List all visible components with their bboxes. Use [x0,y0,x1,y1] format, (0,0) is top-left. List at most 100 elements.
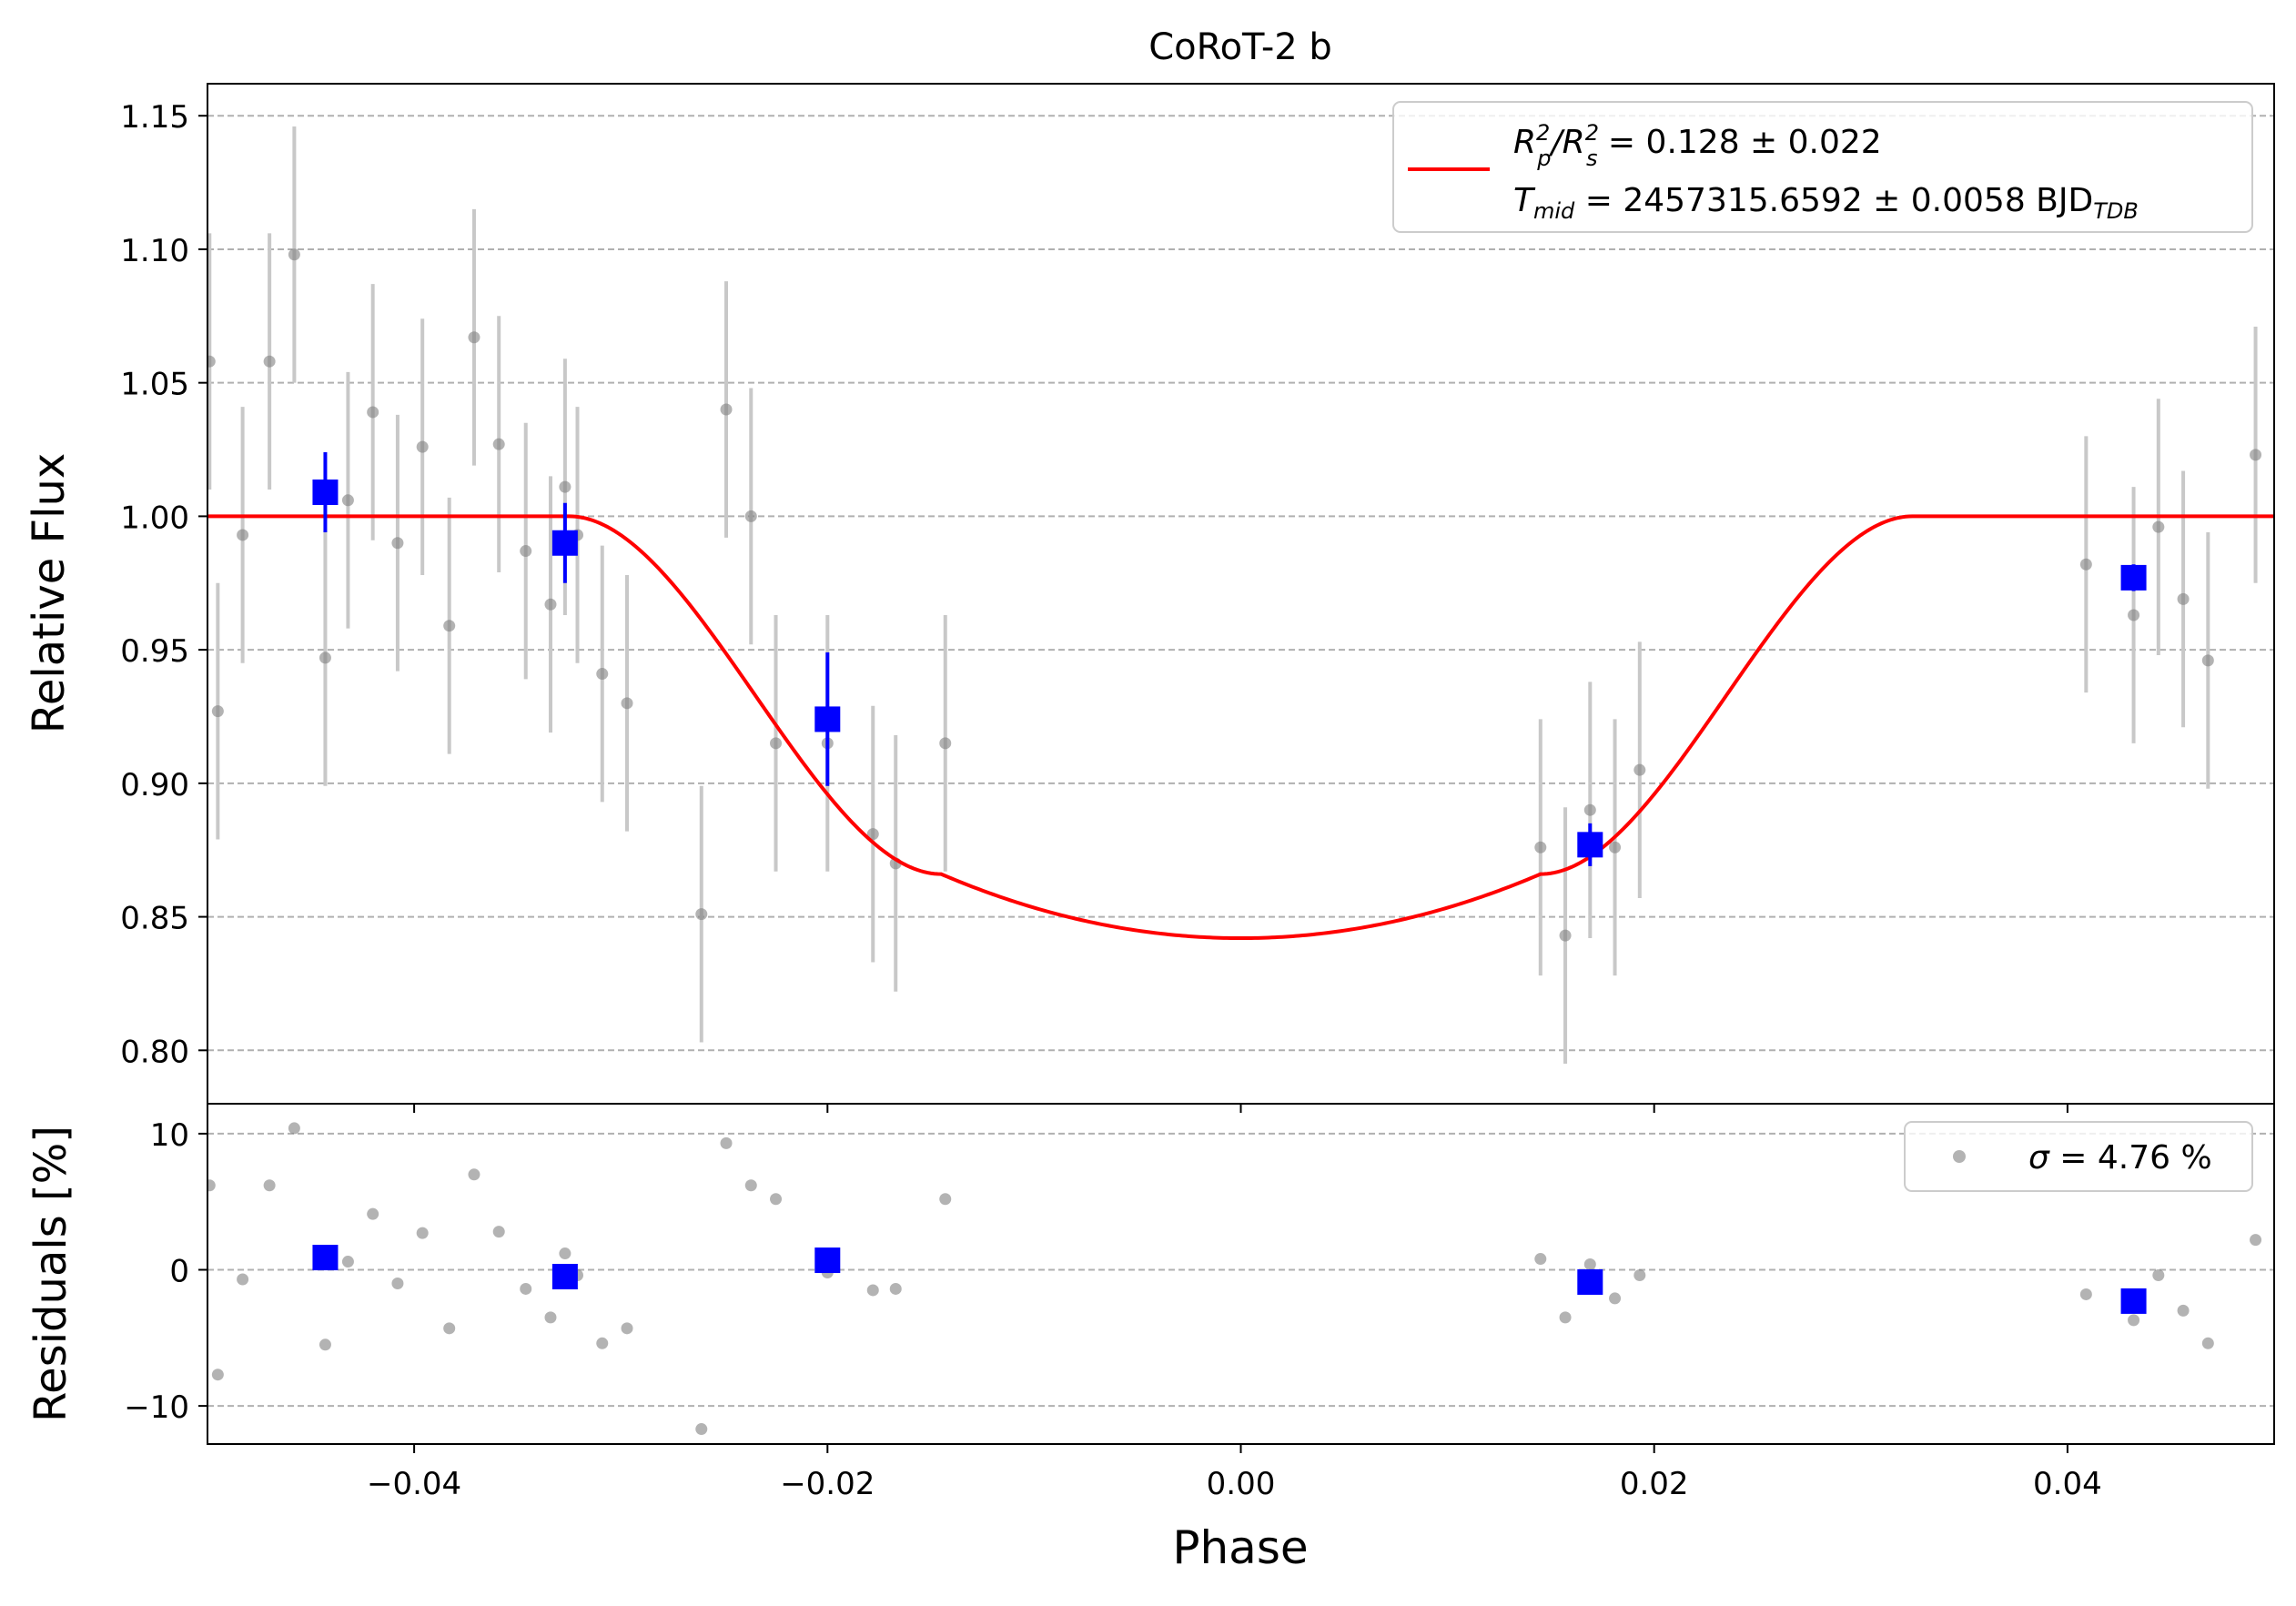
residual-point [1534,1253,1547,1266]
raw-point [492,438,505,450]
residual-point [207,1179,216,1192]
raw-point [1609,841,1622,854]
raw-point [2274,318,2286,330]
lightcurve-raw-errorbars [207,126,2258,1064]
binned-point [1577,832,1603,858]
raw-point [2177,592,2190,605]
lightcurve-frame [207,83,2275,1105]
raw-point [720,403,733,416]
raw-point [2152,520,2165,533]
residual-point [544,1311,557,1324]
raw-point [416,440,429,453]
residual-point [468,1168,480,1181]
raw-point [319,651,331,664]
x-tick-label: 0.04 [2033,1466,2102,1502]
residual-point [1559,1311,1572,1324]
residuals-frame [207,1103,2275,1445]
residual-point [866,1284,879,1297]
x-tick-label: −0.02 [780,1466,875,1502]
residual-point [237,1273,249,1286]
raw-point [866,828,879,841]
raw-point [2201,654,2214,667]
residual-point [720,1136,733,1149]
y-tick-label: 1.10 [120,233,189,269]
binned-residual-point [1577,1268,1603,1295]
legend-rp-rs-label: R2 p/R2 s = 0.128 ± 0.022 [1513,120,1882,171]
raw-point [621,697,633,710]
residual-point [2274,1168,2286,1180]
residual-point [2177,1304,2190,1317]
binned-point [2120,564,2147,591]
chart-title: CoRoT-2 b [1148,26,1332,68]
raw-point [1633,763,1646,776]
raw-point [770,737,783,750]
residuals-raw-points [207,1122,2286,1436]
residual-point [695,1423,708,1436]
x-tick-label: −0.04 [367,1466,461,1502]
lightcurve-raw-points [207,248,2286,942]
lightcurve-legend: R2 p/R2 s = 0.128 ± 0.022 Tmid = 2457315.6… [1392,101,2253,233]
raw-point [237,529,249,541]
residual-point [1633,1268,1646,1281]
legend-tmid-label: Tmid = 2457315.6592 ± 0.0058 BJDTDB [1513,182,2139,224]
residual-point [2128,1314,2140,1327]
raw-point [1559,929,1572,942]
raw-point [263,355,276,368]
raw-point [939,737,952,750]
residual-point [492,1226,505,1238]
lightcurve-binned-points [312,451,2147,866]
residuals-binned-points [312,1245,2147,1314]
y-tick-label: 0 [169,1254,189,1290]
binned-point [312,479,339,505]
residual-point [2079,1288,2092,1300]
raw-point [1534,841,1547,854]
x-axis-label: Phase [1172,1521,1308,1574]
raw-point [520,545,532,558]
binned-point [551,530,578,556]
residual-point [319,1338,331,1351]
raw-point [211,705,224,718]
raw-point [544,598,557,611]
residual-point [367,1207,379,1220]
lightcurve-y-label: Relative Flux [24,453,75,734]
residual-point [621,1322,633,1335]
residual-point [770,1193,783,1206]
y-tick-label: 1.00 [120,500,189,536]
raw-point [695,908,708,921]
binned-residual-point [2120,1288,2147,1314]
raw-point [341,494,354,507]
residual-point [2201,1337,2214,1349]
residual-point [263,1179,276,1192]
binned-residual-point [551,1263,578,1289]
raw-point [2250,449,2262,461]
binned-residual-point [814,1247,841,1274]
residual-point [559,1247,571,1260]
y-tick-label: 0.85 [120,901,189,937]
raw-point [744,510,757,522]
y-tick-label: 0.95 [120,633,189,670]
raw-point [367,406,379,419]
binned-residual-point [312,1245,339,1271]
raw-point [559,480,571,493]
x-tick-label: 0.00 [1207,1466,1276,1502]
residual-point [211,1369,224,1381]
residual-point [939,1193,952,1206]
residuals-legend-marker [1953,1150,1966,1163]
y-tick-label: 1.15 [120,99,189,136]
raw-point [468,331,480,344]
residual-point [1583,1258,1596,1271]
x-tick-label: 0.02 [1620,1466,1689,1502]
residuals-legend-label: σ = 4.76 % [2028,1139,2212,1177]
residual-point [1609,1292,1622,1305]
y-tick-label: −10 [124,1389,189,1426]
residual-point [596,1337,609,1349]
raw-point [1583,803,1596,816]
raw-point [391,537,404,550]
y-tick-label: 0.80 [120,1034,189,1070]
raw-point [443,620,456,632]
residual-point [889,1282,902,1295]
lightcurve-x-ticks [413,1104,2068,1113]
residuals-y-label: Residuals [%] [25,1126,76,1422]
